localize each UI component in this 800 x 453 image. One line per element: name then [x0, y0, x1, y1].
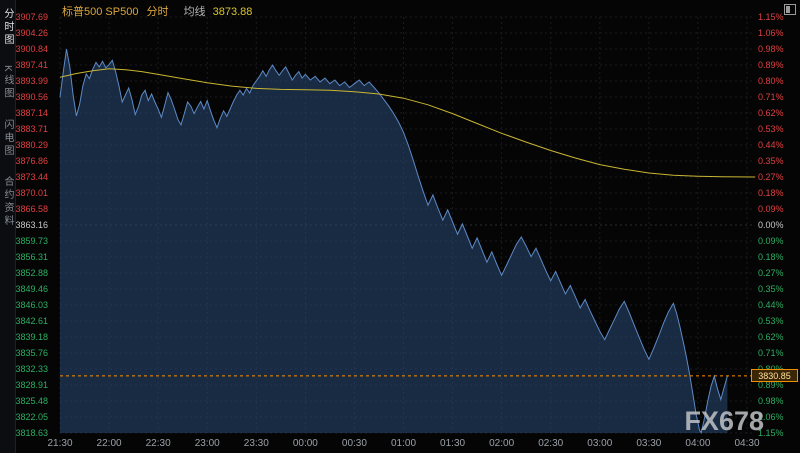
sidebar-item-kline-chart[interactable]: K线图: [2, 65, 13, 101]
sidebar: 分时图 K线图闪电图合约资料: [0, 0, 16, 453]
price-line: [59, 49, 728, 434]
sidebar-item-contract-info[interactable]: 合约资料: [2, 175, 13, 228]
sidebar-item-tick-chart[interactable]: 闪电图: [2, 118, 13, 158]
panel-toggle-icon-fill: [786, 6, 790, 13]
current-price-badge: 3830.85: [751, 369, 798, 382]
panel-toggle-icon[interactable]: [784, 4, 796, 15]
ma-line: [59, 68, 756, 178]
sidebar-item-intraday-chart[interactable]: 分时图: [2, 8, 13, 47]
price-area: [60, 49, 728, 433]
